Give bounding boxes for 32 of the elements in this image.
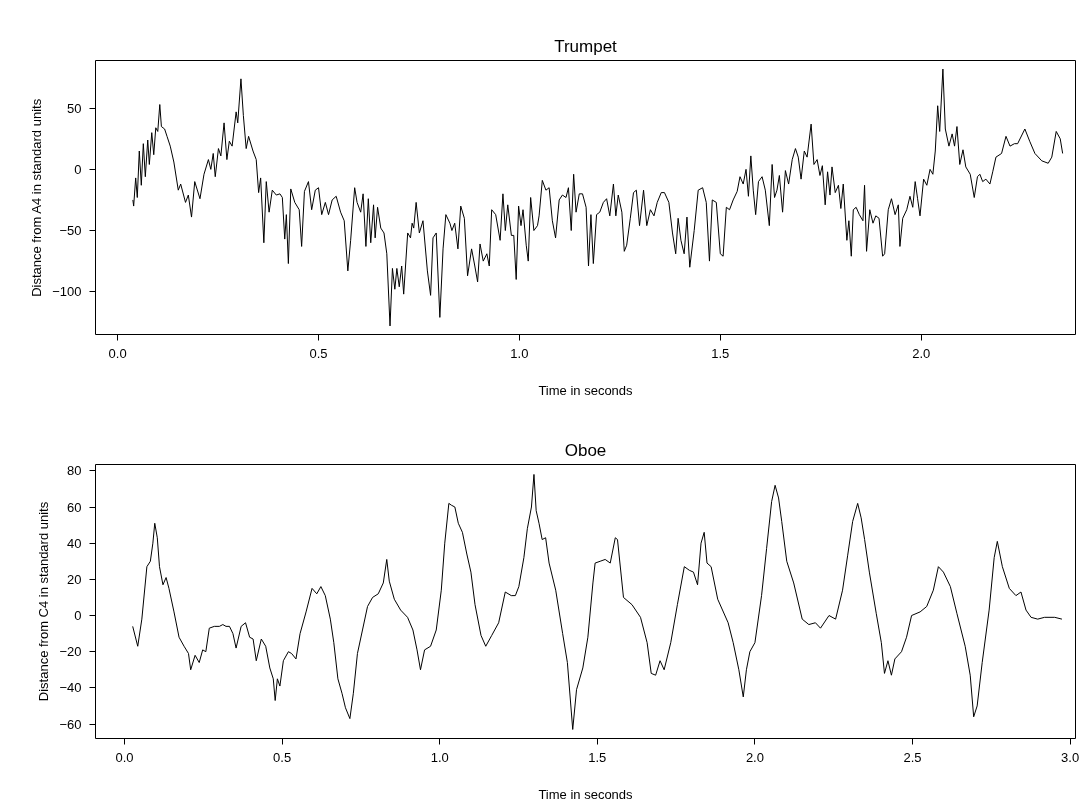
y-tick-label: −60	[59, 716, 82, 732]
x-tick-label: 1.5	[711, 345, 730, 361]
y-tick-label: 80	[67, 463, 82, 479]
y-tick-label: 0	[74, 161, 82, 177]
y-tick-label: 0	[74, 608, 82, 624]
x-tick-label: 0.5	[309, 345, 328, 361]
x-axis-title: Time in seconds	[538, 786, 634, 802]
x-tick-label: 2.5	[903, 749, 922, 765]
y-tick-label: −40	[59, 680, 82, 696]
y-tick-label: 60	[67, 499, 82, 515]
line-series	[132, 473, 1063, 730]
chart-title: Oboe	[564, 440, 607, 460]
y-tick-label: 20	[67, 571, 82, 587]
x-tick-label: 0.0	[115, 749, 134, 765]
y-axis-title: Distance from A4 in standard units	[29, 98, 45, 297]
y-axis-title: Distance from C4 in standard units	[36, 501, 52, 702]
x-tick-label: 2.0	[912, 345, 931, 361]
line-series	[132, 68, 1064, 327]
x-tick-label: 1.5	[588, 749, 607, 765]
y-tick-label: 50	[67, 100, 82, 116]
x-axis-title: Time in seconds	[538, 382, 634, 398]
chart-title: Trumpet	[554, 36, 618, 56]
x-tick-label: 1.0	[430, 749, 449, 765]
x-tick-label: 0.0	[108, 345, 127, 361]
y-tick-label: 40	[67, 535, 82, 551]
x-tick-label: 1.0	[510, 345, 529, 361]
y-tick-label: −20	[59, 644, 82, 660]
x-tick-label: 0.5	[273, 749, 292, 765]
x-tick-label: 3.0	[1061, 749, 1080, 765]
y-tick-label: −100	[52, 284, 82, 300]
x-tick-label: 2.0	[745, 749, 764, 765]
y-tick-label: −50	[59, 223, 82, 239]
